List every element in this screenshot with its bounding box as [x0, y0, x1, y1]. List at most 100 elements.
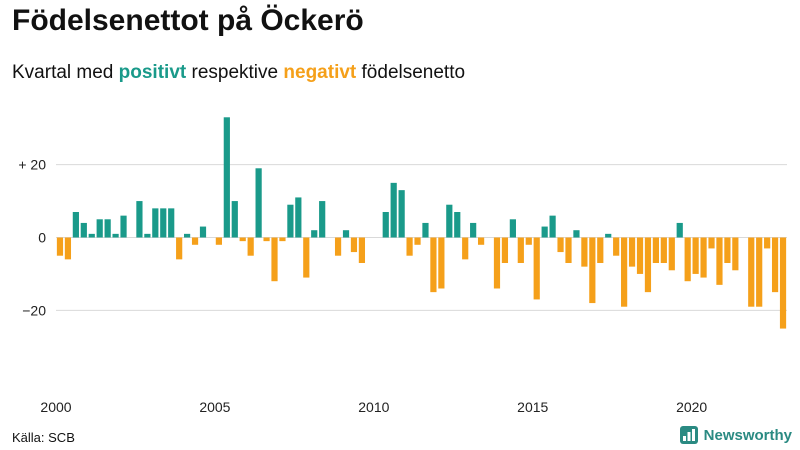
- subtitle-end: födelsenetto: [361, 62, 466, 83]
- bar: [764, 237, 771, 249]
- bar: [56, 237, 64, 256]
- bar: [613, 237, 620, 256]
- bar: [581, 237, 588, 267]
- bar: [462, 237, 469, 260]
- bar: [247, 237, 254, 256]
- bar: [191, 237, 199, 245]
- bar: [279, 237, 286, 242]
- subtitle-start: Kvartal med: [12, 62, 114, 83]
- bar: [398, 190, 405, 238]
- bar: [88, 233, 95, 238]
- bar: [660, 237, 667, 263]
- brand-name: Newsworthy: [703, 426, 792, 444]
- bar: [636, 237, 644, 274]
- x-tick-label: 2000: [40, 399, 71, 415]
- bar: [589, 237, 596, 304]
- x-tick-label: 2020: [676, 399, 707, 415]
- bar: [501, 237, 509, 263]
- bar: [771, 237, 779, 293]
- bar: [644, 237, 652, 293]
- bar: [231, 201, 238, 238]
- y-tick-label: + 20: [18, 157, 46, 173]
- bar: [64, 237, 72, 260]
- bars: [56, 117, 787, 329]
- newsworthy-icon: [679, 426, 698, 444]
- brand-logo: Newsworthy: [679, 426, 792, 444]
- bar: [184, 233, 191, 238]
- y-tick-label: 0: [38, 230, 46, 246]
- bar: [160, 208, 167, 238]
- x-tick-label: 2010: [358, 399, 389, 415]
- bar: [287, 204, 294, 238]
- subtitle-negative-word: negativt: [283, 62, 357, 83]
- bar: [168, 208, 175, 238]
- bar: [358, 237, 366, 263]
- bar: [438, 237, 445, 289]
- bar: [676, 222, 683, 238]
- bar: [684, 237, 691, 282]
- bar: [271, 237, 278, 282]
- bar: [144, 233, 151, 238]
- bar: [517, 237, 524, 263]
- bar: [414, 237, 421, 245]
- bar-chart: + 20 0 −20 2000 2005 2010 2015 2020: [18, 117, 787, 415]
- bar: [708, 237, 715, 249]
- bar: [96, 219, 103, 238]
- bar: [311, 230, 318, 238]
- bar: [756, 237, 763, 307]
- y-axis-ticks: + 20 0 −20: [18, 157, 46, 319]
- bar: [120, 215, 127, 238]
- subtitle-middle: respektive: [191, 62, 279, 83]
- bar: [422, 222, 429, 238]
- bar: [446, 204, 453, 238]
- bar: [573, 230, 580, 238]
- bar: [176, 237, 183, 260]
- bar: [628, 237, 636, 267]
- bar: [700, 237, 707, 278]
- bar: [493, 237, 501, 289]
- bar: [748, 237, 755, 307]
- y-tick-label: −20: [22, 302, 46, 318]
- x-tick-label: 2015: [517, 399, 548, 415]
- bar: [692, 237, 699, 274]
- bar: [342, 230, 350, 238]
- bar: [541, 226, 548, 238]
- bar: [549, 215, 556, 238]
- bar: [255, 168, 262, 238]
- x-axis-ticks: 2000 2005 2010 2015 2020: [40, 399, 707, 415]
- bar: [390, 182, 397, 238]
- bar: [80, 222, 87, 238]
- bar: [724, 237, 731, 263]
- bar: [152, 208, 159, 238]
- bar: [334, 237, 342, 256]
- bar: [430, 237, 437, 293]
- bar: [732, 237, 739, 271]
- bar: [382, 212, 389, 238]
- bar: [319, 201, 326, 238]
- bar: [406, 237, 413, 256]
- bar: [565, 237, 572, 263]
- bar: [350, 237, 358, 253]
- bar: [621, 237, 628, 307]
- bar: [136, 201, 143, 238]
- bar: [215, 237, 222, 245]
- bar: [509, 219, 516, 238]
- bar: [303, 237, 310, 278]
- bar: [239, 237, 246, 242]
- bar: [779, 237, 787, 329]
- bar: [72, 212, 79, 238]
- bar: [605, 233, 612, 238]
- x-tick-label: 2005: [199, 399, 230, 415]
- bar: [104, 219, 111, 238]
- bar: [454, 212, 461, 238]
- bar: [533, 237, 540, 300]
- bar: [525, 237, 532, 245]
- source-note: Källa: SCB: [12, 430, 75, 445]
- bar: [668, 237, 675, 271]
- bar: [263, 237, 270, 242]
- bar: [470, 222, 477, 238]
- bar: [652, 237, 659, 263]
- bar: [199, 226, 207, 238]
- bar: [112, 233, 119, 238]
- bar: [716, 237, 723, 285]
